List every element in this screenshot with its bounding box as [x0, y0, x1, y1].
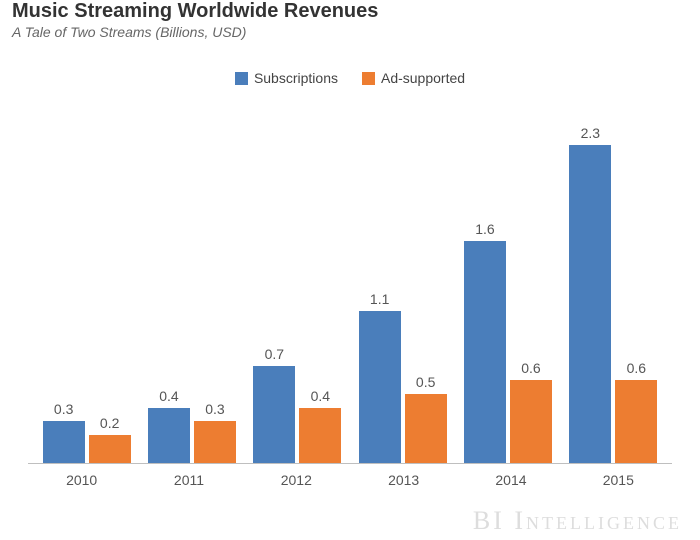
bar [464, 241, 506, 463]
legend-item-subscriptions: Subscriptions [235, 70, 338, 86]
x-tick-label: 2010 [38, 472, 126, 488]
bar-wrap: 0.4 [299, 104, 341, 463]
legend: Subscriptions Ad-supported [0, 70, 700, 86]
x-tick-label: 2012 [252, 472, 340, 488]
bar-wrap: 0.6 [510, 104, 552, 463]
bar-group: 1.1 0.5 [359, 104, 447, 463]
bar [510, 380, 552, 463]
bar [148, 408, 190, 463]
legend-swatch [235, 72, 248, 85]
value-label: 0.3 [54, 401, 73, 417]
value-label: 2.3 [581, 125, 600, 141]
value-label: 0.2 [100, 415, 119, 431]
bar-wrap: 0.3 [194, 104, 236, 463]
x-axis: 2010 2011 2012 2013 2014 2015 [28, 472, 672, 488]
bar-wrap: 0.6 [615, 104, 657, 463]
value-label: 0.5 [416, 374, 435, 390]
bar [299, 408, 341, 463]
legend-label: Subscriptions [254, 70, 338, 86]
bar-wrap: 2.3 [569, 104, 611, 463]
bar [194, 421, 236, 463]
chart-title: Music Streaming Worldwide Revenues [0, 0, 700, 22]
plot-area: 0.3 0.2 0.4 0.3 0.7 0.4 1.1 0.5 1.6 0.6 2.3 0.6 [28, 104, 672, 464]
value-label: 1.6 [475, 221, 494, 237]
value-label: 0.6 [627, 360, 646, 376]
legend-item-ad-supported: Ad-supported [362, 70, 465, 86]
bar [359, 311, 401, 463]
bar [43, 421, 85, 463]
value-label: 0.3 [205, 401, 224, 417]
bar [615, 380, 657, 463]
x-tick-label: 2011 [145, 472, 233, 488]
x-tick-label: 2015 [574, 472, 662, 488]
value-label: 0.7 [265, 346, 284, 362]
bar [89, 435, 131, 463]
legend-swatch [362, 72, 375, 85]
bar-group: 1.6 0.6 [464, 104, 552, 463]
watermark: BI Intelligence [473, 506, 682, 536]
bar-group: 0.4 0.3 [148, 104, 236, 463]
chart-subtitle: A Tale of Two Streams (Billions, USD) [0, 22, 700, 40]
bar-group: 0.3 0.2 [43, 104, 131, 463]
bar [569, 145, 611, 463]
x-tick-label: 2014 [467, 472, 555, 488]
bar-wrap: 0.2 [89, 104, 131, 463]
x-tick-label: 2013 [360, 472, 448, 488]
value-label: 0.4 [159, 388, 178, 404]
bar-group: 0.7 0.4 [253, 104, 341, 463]
bar-wrap: 0.7 [253, 104, 295, 463]
legend-label: Ad-supported [381, 70, 465, 86]
value-label: 0.4 [311, 388, 330, 404]
bar-wrap: 0.5 [405, 104, 447, 463]
bar [405, 394, 447, 463]
bar-group: 2.3 0.6 [569, 104, 657, 463]
value-label: 1.1 [370, 291, 389, 307]
bar-wrap: 0.4 [148, 104, 190, 463]
bar [253, 366, 295, 463]
bar-wrap: 1.1 [359, 104, 401, 463]
bar-wrap: 1.6 [464, 104, 506, 463]
bar-wrap: 0.3 [43, 104, 85, 463]
value-label: 0.6 [521, 360, 540, 376]
